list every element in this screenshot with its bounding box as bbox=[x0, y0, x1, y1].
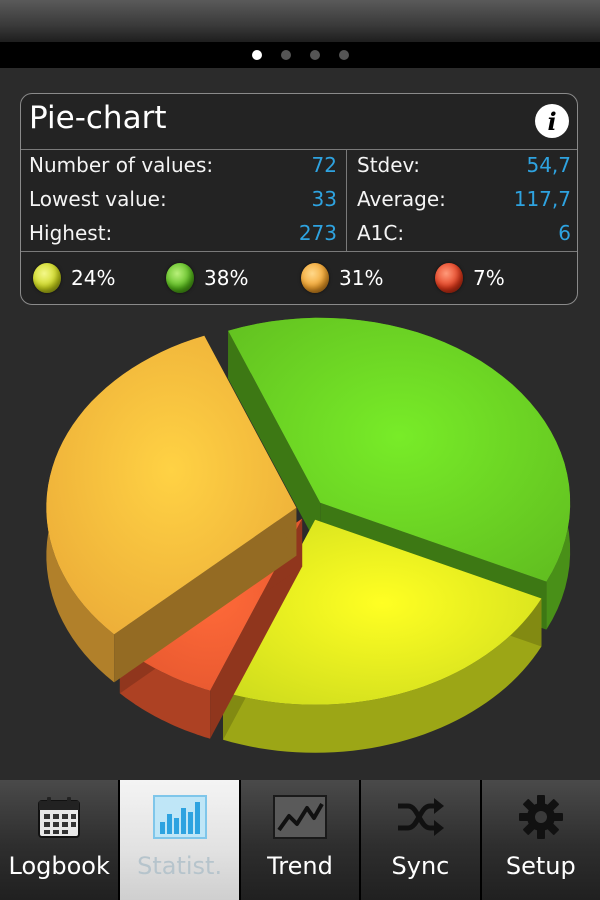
legend-dot bbox=[435, 263, 463, 293]
statistics-card: Pie-chart i Number of values: 72 Lowest … bbox=[20, 93, 578, 305]
legend-percent: 7% bbox=[473, 266, 505, 290]
legend-item: 38% bbox=[166, 263, 248, 293]
legend-dot bbox=[33, 263, 61, 293]
pie-slice-side bbox=[223, 598, 542, 753]
legend-item: 7% bbox=[435, 263, 505, 293]
legend-percent: 38% bbox=[204, 266, 249, 290]
stat-label-count: Number of values: bbox=[29, 153, 214, 177]
pie-slice-top bbox=[228, 317, 571, 582]
legend-dot bbox=[301, 263, 329, 293]
pie-slice bbox=[46, 335, 297, 683]
bar-chart-icon bbox=[152, 792, 208, 842]
stat-value-lowest: 33 bbox=[311, 187, 337, 211]
pie-slice-face bbox=[228, 330, 321, 551]
bottom-nav: Logbook Statist. Trend bbox=[0, 780, 600, 900]
stat-value-stdev: 54,7 bbox=[526, 153, 571, 177]
legend: 24% 38% 31% 7% bbox=[21, 252, 577, 304]
legend-percent: 31% bbox=[339, 266, 384, 290]
trend-line-icon bbox=[272, 792, 328, 842]
gear-icon bbox=[513, 792, 569, 842]
nav-sync[interactable]: Sync bbox=[361, 780, 480, 900]
stat-label-average: Average: bbox=[357, 187, 446, 211]
nav-setup[interactable]: Setup bbox=[481, 780, 600, 900]
divider bbox=[21, 149, 577, 150]
info-icon[interactable]: i bbox=[535, 104, 569, 138]
stat-label-a1c: A1C: bbox=[357, 221, 405, 245]
legend-percent: 24% bbox=[71, 266, 116, 290]
pie-slice-top bbox=[223, 519, 542, 705]
stat-label-lowest: Lowest value: bbox=[29, 187, 167, 211]
stat-label-highest: Highest: bbox=[29, 221, 113, 245]
calendar-icon bbox=[31, 792, 87, 842]
page-dot[interactable] bbox=[338, 50, 349, 60]
nav-label: Sync bbox=[391, 852, 450, 880]
pie-slice-top bbox=[46, 335, 297, 635]
pie-chart bbox=[0, 305, 600, 780]
nav-statistics[interactable]: Statist. bbox=[120, 780, 239, 900]
nav-label: Logbook bbox=[8, 852, 110, 880]
pie-slice-face bbox=[114, 507, 297, 683]
page-dot[interactable] bbox=[251, 50, 262, 60]
page-dot[interactable] bbox=[309, 50, 320, 60]
stat-value-highest: 273 bbox=[298, 221, 337, 245]
nav-label: Setup bbox=[505, 852, 576, 880]
card-title: Pie-chart bbox=[29, 100, 167, 136]
shuffle-icon bbox=[392, 792, 448, 842]
stat-value-a1c: 6 bbox=[558, 221, 571, 245]
pie-chart-svg bbox=[46, 317, 571, 753]
nav-trend[interactable]: Trend bbox=[240, 780, 360, 900]
status-bar bbox=[0, 0, 600, 42]
page-dot[interactable] bbox=[280, 50, 291, 60]
stat-label-stdev: Stdev: bbox=[357, 153, 421, 177]
nav-label: Statist. bbox=[137, 852, 223, 880]
nav-label: Trend bbox=[267, 852, 333, 880]
nav-logbook[interactable]: Logbook bbox=[0, 780, 119, 900]
divider bbox=[21, 251, 577, 252]
legend-item: 24% bbox=[33, 263, 115, 293]
divider bbox=[346, 150, 347, 251]
stat-value-average: 117,7 bbox=[513, 187, 571, 211]
legend-dot bbox=[166, 263, 194, 293]
legend-item: 31% bbox=[301, 263, 383, 293]
page-indicator bbox=[0, 42, 600, 68]
pie-slice bbox=[223, 519, 542, 753]
stat-value-count: 72 bbox=[311, 153, 337, 177]
